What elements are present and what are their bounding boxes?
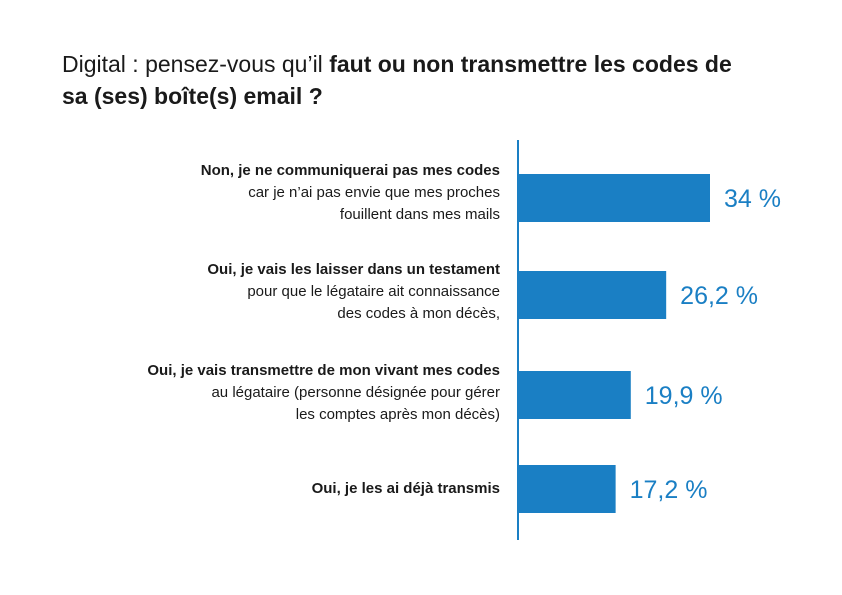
category-label-4: Oui, je les ai déjà transmis bbox=[20, 478, 500, 500]
category-label-2: Oui, je vais les laisser dans un testame… bbox=[20, 259, 500, 325]
value-label-2: 26,2 % bbox=[680, 282, 758, 310]
bar-2 bbox=[519, 271, 667, 319]
category-label-1-line3: fouillent dans mes mails bbox=[339, 206, 500, 223]
chart-title: Digital : pensez-vous qu’il faut ou non … bbox=[62, 48, 762, 112]
category-label-2-line3: des codes à mon décès, bbox=[337, 305, 500, 322]
chart-title-bold: faut ou non transmettre les codes de sa … bbox=[62, 51, 732, 109]
category-label-2-line2: pour que le légataire ait connaissance bbox=[247, 283, 500, 300]
category-label-4-bold: Oui, je les ai déjà transmis bbox=[311, 480, 500, 497]
value-label-4: 17,2 % bbox=[630, 476, 708, 504]
category-label-1: Non, je ne communiquerai pas mes codes c… bbox=[20, 160, 500, 226]
category-label-2-bold: Oui, je vais les laisser dans un testame… bbox=[207, 261, 500, 278]
category-label-3-line2: au légataire (personne désignée pour gér… bbox=[211, 384, 500, 401]
category-label-3: Oui, je vais transmettre de mon vivant m… bbox=[20, 360, 500, 426]
category-label-3-line3: les comptes après mon décès) bbox=[295, 406, 500, 423]
bars-group: 34 % 26,2 % 19,9 % 17,2 % bbox=[519, 174, 781, 513]
category-label-1-bold: Non, je ne communiquerai pas mes codes bbox=[200, 162, 500, 179]
bar-4 bbox=[519, 465, 616, 513]
value-label-1: 34 % bbox=[724, 185, 781, 213]
chart-title-light: Digital : pensez-vous qu’il bbox=[62, 51, 330, 77]
category-label-3-bold: Oui, je vais transmettre de mon vivant m… bbox=[147, 362, 500, 379]
bar-3 bbox=[519, 371, 631, 419]
bar-1 bbox=[519, 174, 710, 222]
category-label-1-line2: car je n’ai pas envie que mes proches bbox=[248, 184, 500, 201]
value-label-3: 19,9 % bbox=[645, 382, 723, 410]
